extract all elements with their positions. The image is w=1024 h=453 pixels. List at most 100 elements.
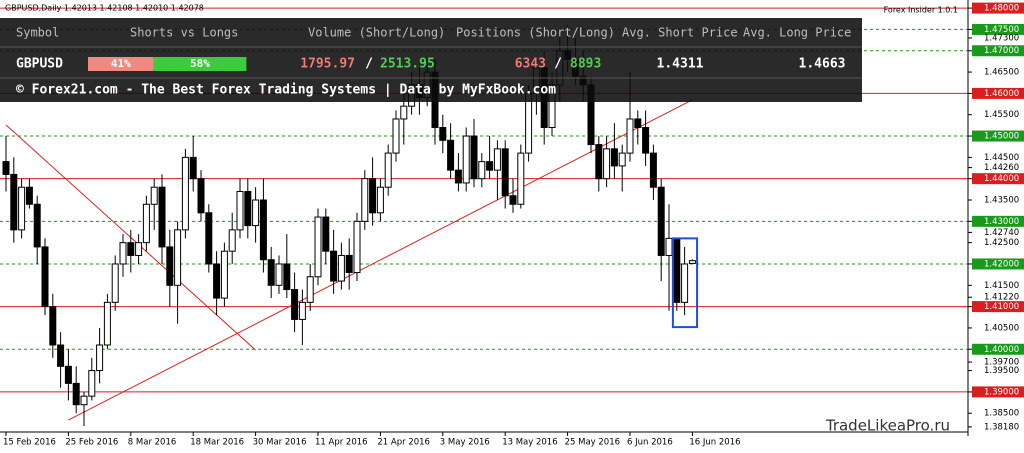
candle-body	[462, 135, 470, 184]
separator: /	[554, 57, 562, 72]
candle-body	[618, 152, 626, 167]
candle-body	[174, 229, 182, 286]
candle-body	[447, 139, 455, 171]
chart-title: GBPUSD,Daily 1.42013 1.42108 1.42010 1.4…	[5, 4, 204, 13]
y-tick-label: 1.41000	[984, 302, 1019, 312]
avg-long-price: 1.4663	[799, 57, 846, 72]
price-label-box	[972, 258, 1024, 270]
candle-body	[181, 156, 189, 231]
candle-body	[361, 178, 369, 222]
y-tick-label: 1.39700	[984, 358, 1019, 368]
candle-body	[291, 289, 299, 320]
y-tick-label: 1.40500	[984, 323, 1019, 333]
y-tick-label: 1.38500	[984, 409, 1019, 419]
candle-body	[25, 186, 33, 205]
candle-body	[595, 144, 603, 180]
candle-body	[64, 365, 72, 384]
panel-footer: © Forex21.com - The Best Forex Trading S…	[16, 83, 556, 98]
candle-body	[96, 344, 104, 372]
y-tick-label: 1.44000	[984, 174, 1019, 184]
candle-body	[275, 263, 283, 286]
candle-body	[142, 203, 150, 244]
x-tick-label: 16 Jun 2016	[689, 438, 740, 448]
candle-body	[345, 254, 353, 274]
candle-body	[330, 250, 338, 282]
x-tick-label: 13 May 2016	[502, 438, 557, 448]
candle-body	[509, 195, 517, 205]
candle-body	[314, 216, 322, 278]
candle-body	[205, 212, 213, 265]
x-tick-label: 25 Feb 2016	[65, 438, 118, 448]
candle-body	[486, 161, 494, 171]
price-label-box	[972, 301, 1024, 313]
candle-body	[478, 161, 486, 180]
candle-body	[634, 118, 642, 129]
y-tick-label: 1.46000	[984, 89, 1019, 99]
header-cell: Avg. Long Price	[743, 26, 851, 40]
price-label-box	[972, 343, 1024, 355]
x-tick-label: 15 Feb 2016	[3, 438, 56, 448]
y-tick-label: 1.42740	[984, 228, 1019, 238]
candle-body	[470, 135, 478, 180]
candle-body	[337, 254, 345, 282]
candle-body	[10, 173, 18, 231]
candle-body	[88, 370, 96, 397]
candle-body	[49, 306, 57, 346]
candle-body	[57, 344, 65, 367]
candle-body	[220, 250, 228, 299]
watermark: TradeLikeaPro.ru	[825, 417, 950, 435]
candle-body	[80, 395, 88, 406]
y-tick-label: 1.46500	[984, 68, 1019, 78]
candle-body	[626, 118, 634, 154]
y-tick-label: 1.40000	[984, 345, 1019, 355]
x-tick-label: 3 May 2016	[440, 438, 490, 448]
y-tick-label: 1.45500	[984, 110, 1019, 120]
candle-body	[189, 156, 197, 180]
candle-body	[501, 148, 509, 197]
candle-body	[127, 242, 135, 256]
y-tick-label: 1.43000	[984, 217, 1019, 227]
candle-body	[376, 186, 384, 214]
y-tick-label: 1.48000	[984, 4, 1019, 14]
x-tick-label: 21 Apr 2016	[377, 438, 430, 448]
positions-short: 6343	[515, 57, 546, 72]
symbol: GBPUSD	[16, 57, 63, 72]
volume-long: 2513.95	[380, 57, 435, 72]
price-label-box	[972, 215, 1024, 227]
candle-body	[493, 148, 501, 171]
candle-body	[228, 229, 236, 252]
candle-body	[41, 246, 49, 308]
info-panel: Symbol Shorts vs Longs Volume (Short/Lon…	[0, 18, 862, 102]
plot-area	[0, 7, 968, 427]
y-tick-label: 1.43500	[984, 196, 1019, 206]
candle-body	[259, 199, 267, 261]
candle-body	[298, 301, 306, 320]
candle-body	[688, 260, 696, 264]
y-tick-label: 1.47000	[984, 46, 1019, 56]
y-tick-label: 1.45000	[984, 132, 1019, 142]
candle-body	[244, 190, 252, 227]
x-tick-label: 25 May 2016	[565, 438, 620, 448]
price-label-box	[972, 45, 1024, 57]
y-tick-label: 1.42500	[984, 238, 1019, 248]
candle-body	[197, 178, 205, 214]
positions-long: 8893	[570, 57, 601, 72]
candle-body	[111, 263, 119, 303]
candle-body	[603, 148, 611, 180]
highlight-box	[671, 237, 699, 329]
long-bar	[153, 57, 247, 71]
x-tick-label: 8 Mar 2016	[128, 438, 176, 448]
y-tick-label: 1.39500	[984, 366, 1019, 376]
candle-body	[392, 118, 400, 154]
y-tick-label: 1.47500	[984, 25, 1019, 35]
candle-body	[369, 178, 377, 214]
x-tick-label: 11 Apr 2016	[315, 438, 368, 448]
header-cell: Shorts vs Longs	[130, 26, 238, 40]
trendline	[68, 99, 693, 421]
candle-body	[610, 148, 618, 167]
candle-body	[119, 242, 127, 265]
candle-body	[322, 216, 330, 252]
separator: /	[365, 57, 373, 72]
long-pct-label: 58%	[190, 57, 210, 70]
